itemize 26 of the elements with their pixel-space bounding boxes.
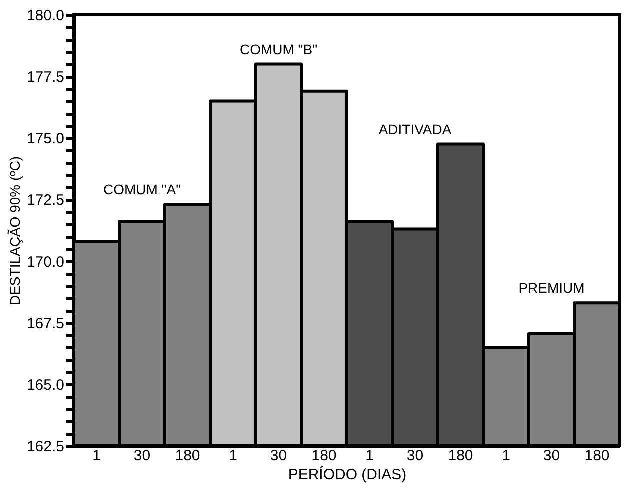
series-label: PREMIUM [518,280,585,296]
y-tick-label: 170.0 [26,254,64,271]
x-tick-label: 180 [312,448,337,464]
y-tick-label: 162.5 [26,438,64,456]
y-tick-label: 165.0 [26,376,64,394]
series-label: COMUM "A" [103,182,182,198]
y-tick-label: 167.5 [26,315,64,332]
x-tick-label: 1 [502,448,510,464]
x-tick-label: 180 [584,448,610,464]
series-label: COMUM "B" [240,41,318,58]
x-tick-label: 30 [406,448,424,464]
y-axis-title: DESTILAÇÃO 90% (ºC) [6,156,23,306]
x-tick-label: 180 [175,448,200,464]
x-tick-label: 30 [134,448,151,464]
x-tick-label: 1 [92,448,101,464]
x-tick-label: 180 [448,448,474,464]
y-tick-label: 175.0 [26,130,64,148]
series-label: ADITIVADA [378,121,452,138]
x-tick-label: 1 [229,448,238,464]
x-tick-label: 30 [543,448,560,464]
y-tick-label: 172.5 [26,192,64,210]
y-tick-label: 177.5 [26,69,64,86]
x-tick-label: 1 [366,448,374,464]
y-tick-label: 180.0 [26,8,64,24]
x-axis-title: PERÍODO (DIAS) [288,466,407,484]
x-tick-label: 30 [270,448,288,464]
